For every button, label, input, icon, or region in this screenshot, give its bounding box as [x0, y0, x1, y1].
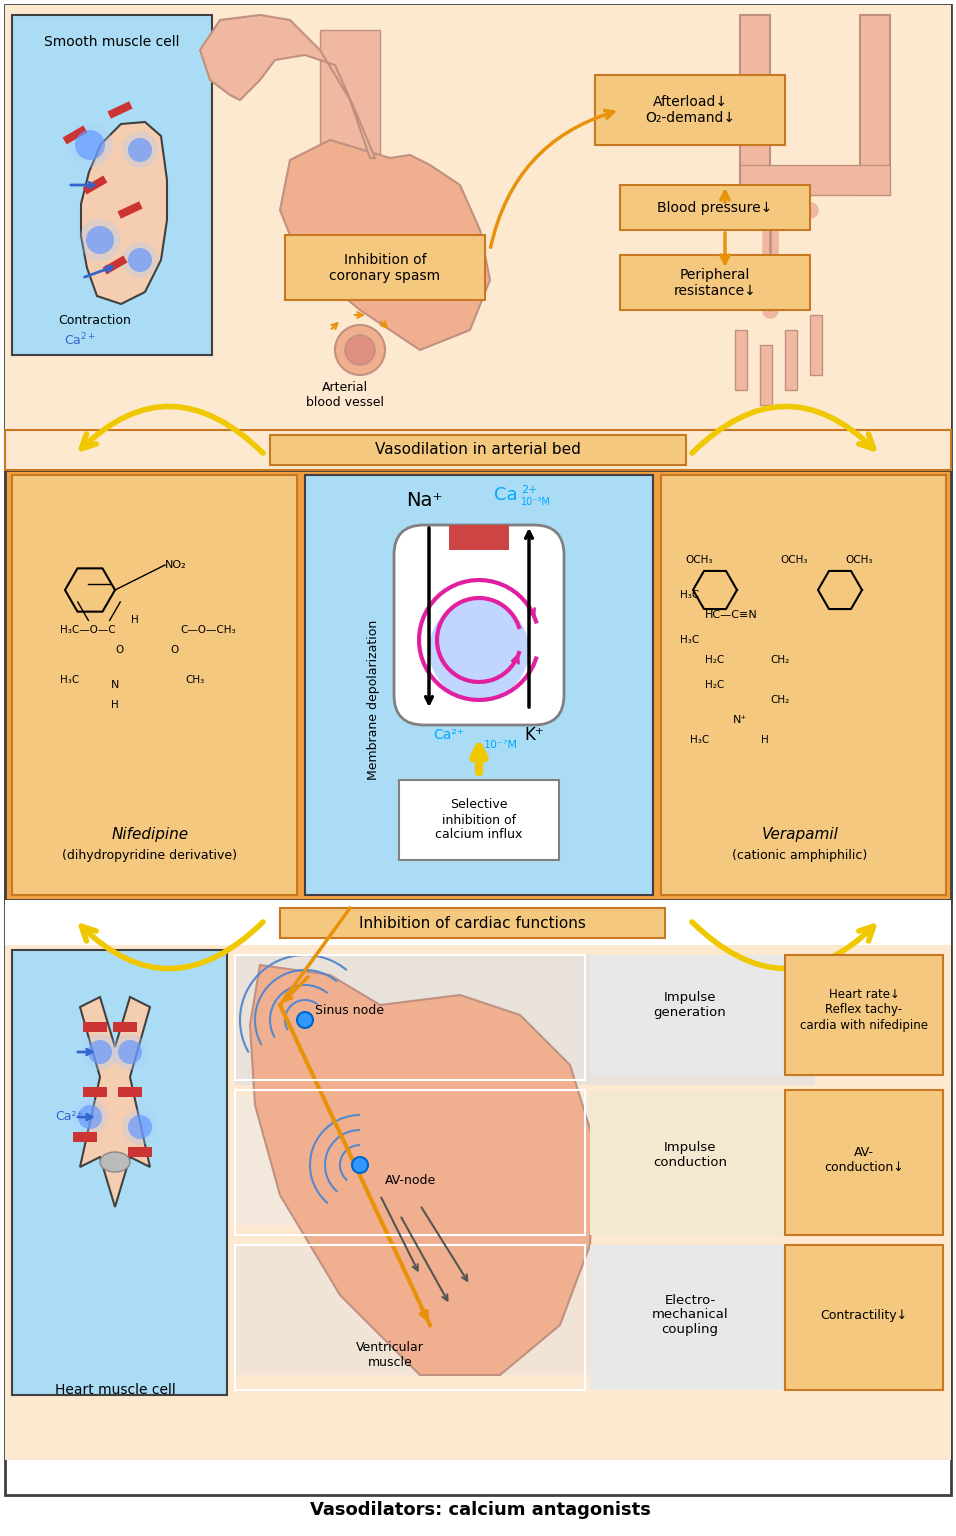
Text: OCH₃: OCH₃	[845, 554, 873, 565]
Circle shape	[78, 1104, 102, 1129]
Text: H: H	[111, 700, 119, 710]
Bar	[5, 430, 951, 470]
Circle shape	[128, 1115, 152, 1140]
Text: Membrane depolarization: Membrane depolarization	[367, 621, 380, 780]
FancyBboxPatch shape	[320, 31, 380, 230]
Text: Ventricular
muscle: Ventricular muscle	[356, 1341, 424, 1369]
Circle shape	[297, 1012, 313, 1028]
Bar	[83, 1087, 107, 1097]
Text: Inhibition of
coronary spasm: Inhibition of coronary spasm	[330, 253, 441, 283]
Bar	[83, 1021, 107, 1032]
Text: K⁺: K⁺	[524, 727, 544, 743]
Text: 10⁻⁷M: 10⁻⁷M	[484, 740, 518, 750]
Text: Impulse
generation: Impulse generation	[654, 991, 727, 1018]
Circle shape	[79, 220, 121, 261]
FancyBboxPatch shape	[5, 900, 951, 945]
FancyBboxPatch shape	[235, 955, 815, 1084]
Text: H₃C: H₃C	[60, 674, 79, 685]
FancyArrowPatch shape	[81, 922, 263, 969]
Text: Afterload↓
O₂-demand↓: Afterload↓ O₂-demand↓	[645, 95, 735, 124]
Bar	[113, 1021, 137, 1032]
Text: OCH₃: OCH₃	[780, 554, 808, 565]
Text: Vasodilators: calcium antagonists: Vasodilators: calcium antagonists	[310, 1501, 650, 1519]
Bar	[107, 101, 133, 118]
Bar	[82, 175, 107, 195]
Text: H₃C: H₃C	[690, 736, 709, 745]
Bar	[785, 1246, 943, 1390]
Text: H₂C: H₂C	[705, 680, 725, 690]
Text: AV-
conduction↓: AV- conduction↓	[824, 1146, 903, 1174]
Ellipse shape	[100, 1152, 130, 1172]
FancyBboxPatch shape	[449, 525, 509, 550]
FancyBboxPatch shape	[785, 330, 797, 390]
Text: Peripheral
resistance↓: Peripheral resistance↓	[674, 267, 756, 298]
FancyBboxPatch shape	[810, 315, 822, 375]
Text: H₃C: H₃C	[680, 590, 699, 601]
Circle shape	[122, 132, 158, 167]
Bar	[12, 949, 227, 1395]
Circle shape	[118, 1040, 142, 1064]
Circle shape	[86, 226, 114, 253]
Bar	[235, 1091, 585, 1235]
Polygon shape	[81, 121, 167, 304]
Text: Ca: Ca	[494, 485, 517, 504]
Bar	[12, 475, 297, 895]
Bar	[235, 1246, 585, 1390]
FancyBboxPatch shape	[235, 1246, 815, 1375]
Bar	[118, 201, 142, 218]
Text: HC—C≡N: HC—C≡N	[705, 610, 758, 621]
Text: Contractility↓: Contractility↓	[820, 1309, 907, 1321]
Text: NO₂: NO₂	[165, 561, 186, 570]
Bar	[285, 235, 485, 300]
FancyBboxPatch shape	[394, 525, 564, 725]
Circle shape	[128, 138, 152, 161]
Circle shape	[72, 1098, 108, 1135]
Bar	[235, 955, 585, 1080]
Polygon shape	[80, 997, 150, 1207]
Bar	[620, 255, 810, 310]
Text: H: H	[761, 736, 769, 745]
Circle shape	[122, 1109, 158, 1144]
Text: Selective
inhibition of
calcium influx: Selective inhibition of calcium influx	[435, 799, 523, 842]
Text: N: N	[111, 680, 120, 690]
Text: Arterial
blood vessel: Arterial blood vessel	[306, 381, 384, 409]
Circle shape	[68, 123, 113, 167]
Bar	[785, 1091, 943, 1235]
Text: Heart rate↓
Reflex tachy-
cardia with nifedipine: Heart rate↓ Reflex tachy- cardia with ni…	[800, 989, 928, 1032]
Text: Verapamil: Verapamil	[762, 828, 838, 843]
FancyBboxPatch shape	[5, 470, 951, 900]
FancyArrowPatch shape	[692, 407, 874, 453]
Text: H₃C: H₃C	[680, 634, 699, 645]
Bar	[399, 780, 559, 860]
Text: 10⁻³M: 10⁻³M	[521, 498, 551, 507]
Bar	[5, 470, 951, 900]
Text: Impulse
conduction: Impulse conduction	[653, 1141, 727, 1169]
FancyBboxPatch shape	[590, 1246, 790, 1390]
Bar	[12, 15, 212, 355]
FancyBboxPatch shape	[590, 1091, 790, 1235]
FancyBboxPatch shape	[735, 330, 747, 390]
FancyBboxPatch shape	[860, 15, 890, 195]
Bar	[785, 955, 943, 1075]
Text: H: H	[131, 614, 139, 625]
Bar	[73, 1132, 97, 1141]
Text: H₃C—O—C: H₃C—O—C	[60, 625, 116, 634]
Text: Nifedipine: Nifedipine	[112, 828, 188, 843]
Bar	[118, 1087, 142, 1097]
Bar	[128, 1147, 152, 1157]
Polygon shape	[200, 15, 375, 158]
FancyArrowPatch shape	[81, 407, 263, 453]
Text: 2+: 2+	[521, 485, 537, 495]
Circle shape	[82, 1034, 118, 1071]
FancyBboxPatch shape	[235, 1095, 815, 1226]
Ellipse shape	[429, 601, 529, 700]
Text: CH₂: CH₂	[770, 654, 790, 665]
Text: Na⁺: Na⁺	[405, 490, 443, 510]
Circle shape	[128, 247, 152, 272]
Text: OCH₃: OCH₃	[685, 554, 712, 565]
Text: O: O	[116, 645, 124, 654]
Circle shape	[345, 335, 375, 366]
Bar	[620, 184, 810, 230]
Text: Inhibition of cardiac functions: Inhibition of cardiac functions	[358, 915, 585, 931]
